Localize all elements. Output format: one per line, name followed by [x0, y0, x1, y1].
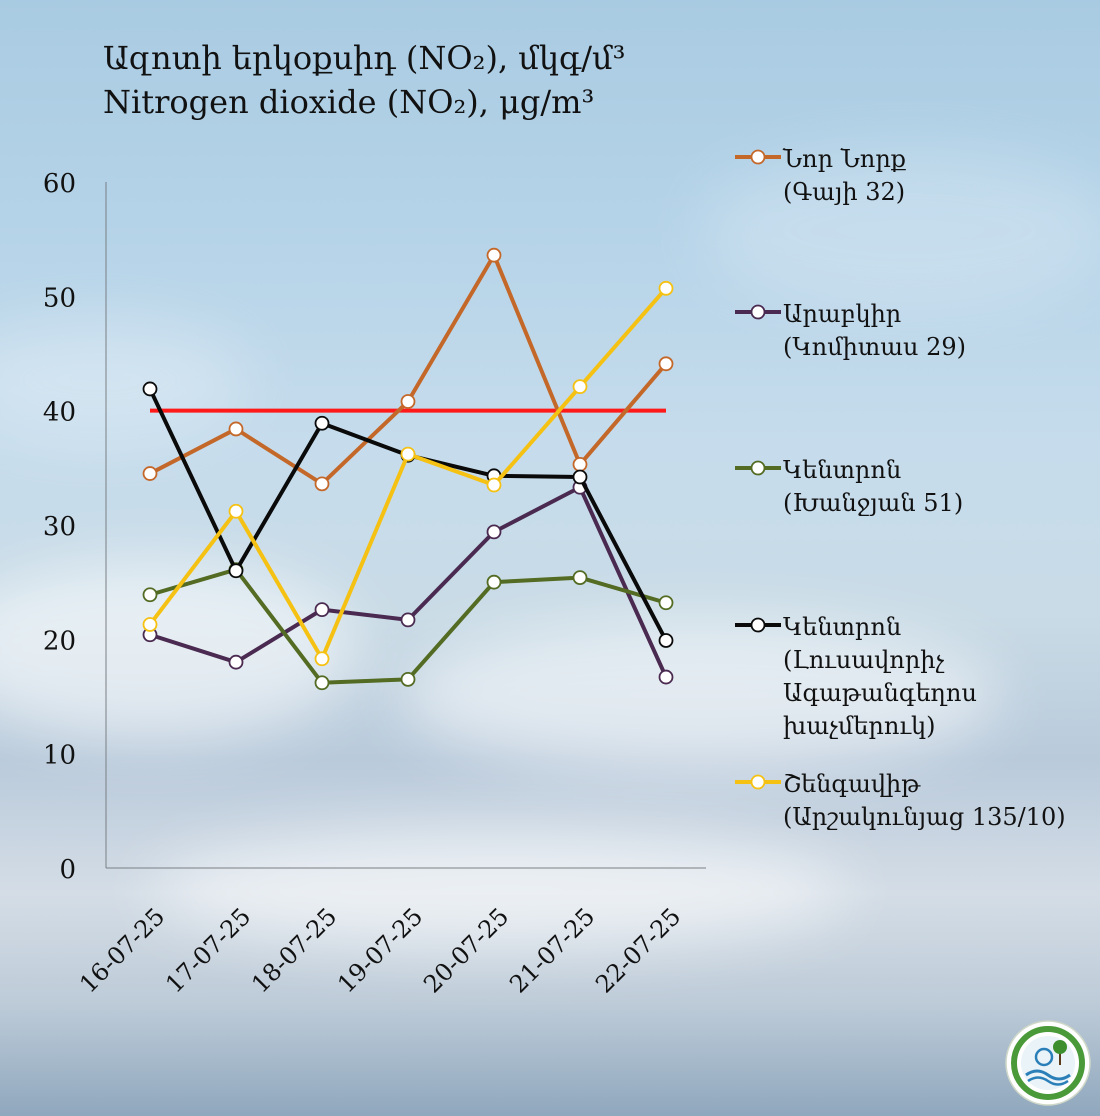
- x-tick-label: 18-07-25: [246, 902, 342, 998]
- data-point: [572, 379, 588, 395]
- legend-label: Կենտրոն (Խանջյան 51): [783, 456, 964, 517]
- data-point: [486, 477, 502, 493]
- data-point: [658, 633, 674, 648]
- x-tick-label: 22-07-25: [590, 902, 686, 998]
- data-point: [486, 524, 502, 540]
- data-point: [314, 602, 330, 618]
- y-tick-label: 30: [43, 512, 76, 542]
- data-point: [314, 675, 330, 691]
- legend-marker: [735, 149, 781, 165]
- series-5: [142, 280, 674, 667]
- legend-point: [750, 149, 766, 165]
- data-point: [658, 669, 674, 685]
- y-tick-label: 0: [59, 855, 76, 885]
- legend-point: [750, 617, 766, 633]
- data-point: [658, 356, 674, 372]
- y-tick-label: 20: [43, 626, 76, 656]
- legend-label: Կենտրոն (Լուսավորիչ Ագաթանգեղոս խաչմերու…: [783, 613, 977, 740]
- series-1: [142, 247, 674, 492]
- data-point: [142, 587, 158, 603]
- data-point: [142, 466, 158, 481]
- data-point: [572, 469, 588, 485]
- organization-logo-icon: [1005, 1020, 1091, 1106]
- y-tick-label: 60: [43, 169, 76, 199]
- axes: [105, 182, 706, 869]
- legend-point: [750, 304, 766, 320]
- data-point: [228, 503, 244, 519]
- y-tick-label: 40: [43, 398, 76, 428]
- data-point: [314, 651, 330, 667]
- y-axis-tick-labels: 0 10 20 30 40 50 60: [43, 169, 76, 885]
- series-lines: [142, 247, 674, 691]
- data-point: [658, 595, 674, 611]
- series-2: [142, 479, 674, 685]
- chart-title: Ազոտի երկօքսիդ (NO₂), մկգ/մ³ Nitrogen di…: [103, 36, 625, 124]
- data-point: [314, 415, 330, 431]
- data-point: [572, 570, 588, 585]
- data-point: [486, 247, 502, 263]
- title-english: Nitrogen dioxide (NO₂), μg/m³: [103, 83, 595, 121]
- data-point: [486, 574, 502, 590]
- x-axis-tick-labels: 16-07-2517-07-2518-07-2519-07-2520-07-25…: [74, 902, 686, 998]
- legend-marker: [735, 617, 781, 633]
- legend-label: Արաբկիր (Կոմիտաս 29): [783, 300, 966, 361]
- legend-marker: [735, 304, 781, 320]
- x-tick-label: 20-07-25: [418, 902, 514, 998]
- data-point: [400, 446, 416, 462]
- legend-label: Շենգավիթ (Արշակունյաց 135/10): [783, 770, 1066, 831]
- data-point: [228, 654, 244, 670]
- legend-marker: [735, 460, 781, 476]
- x-tick-label: 16-07-25: [74, 902, 170, 998]
- data-point: [228, 421, 244, 437]
- data-point: [400, 394, 416, 409]
- y-tick-label: 50: [43, 283, 76, 313]
- series-line: [148, 287, 668, 661]
- data-point: [314, 476, 330, 492]
- legend-marker: [735, 774, 781, 790]
- y-tick-label: 10: [43, 741, 76, 771]
- data-point: [658, 280, 674, 296]
- data-point: [142, 381, 158, 397]
- legend-point: [750, 460, 766, 476]
- data-point: [142, 617, 158, 632]
- data-point: [572, 457, 588, 472]
- legend-point: [750, 774, 766, 790]
- data-point: [400, 671, 416, 687]
- x-tick-label: 19-07-25: [332, 902, 428, 998]
- data-point: [228, 563, 244, 579]
- x-tick-label: 17-07-25: [160, 902, 256, 998]
- x-tick-label: 21-07-25: [504, 902, 600, 998]
- series-line: [148, 388, 668, 642]
- legend-label: Նոր Նորք (Գայի 32): [783, 145, 907, 206]
- data-point: [400, 612, 416, 628]
- title-armenian: Ազոտի երկօքսիդ (NO₂), մկգ/մ³: [103, 39, 626, 77]
